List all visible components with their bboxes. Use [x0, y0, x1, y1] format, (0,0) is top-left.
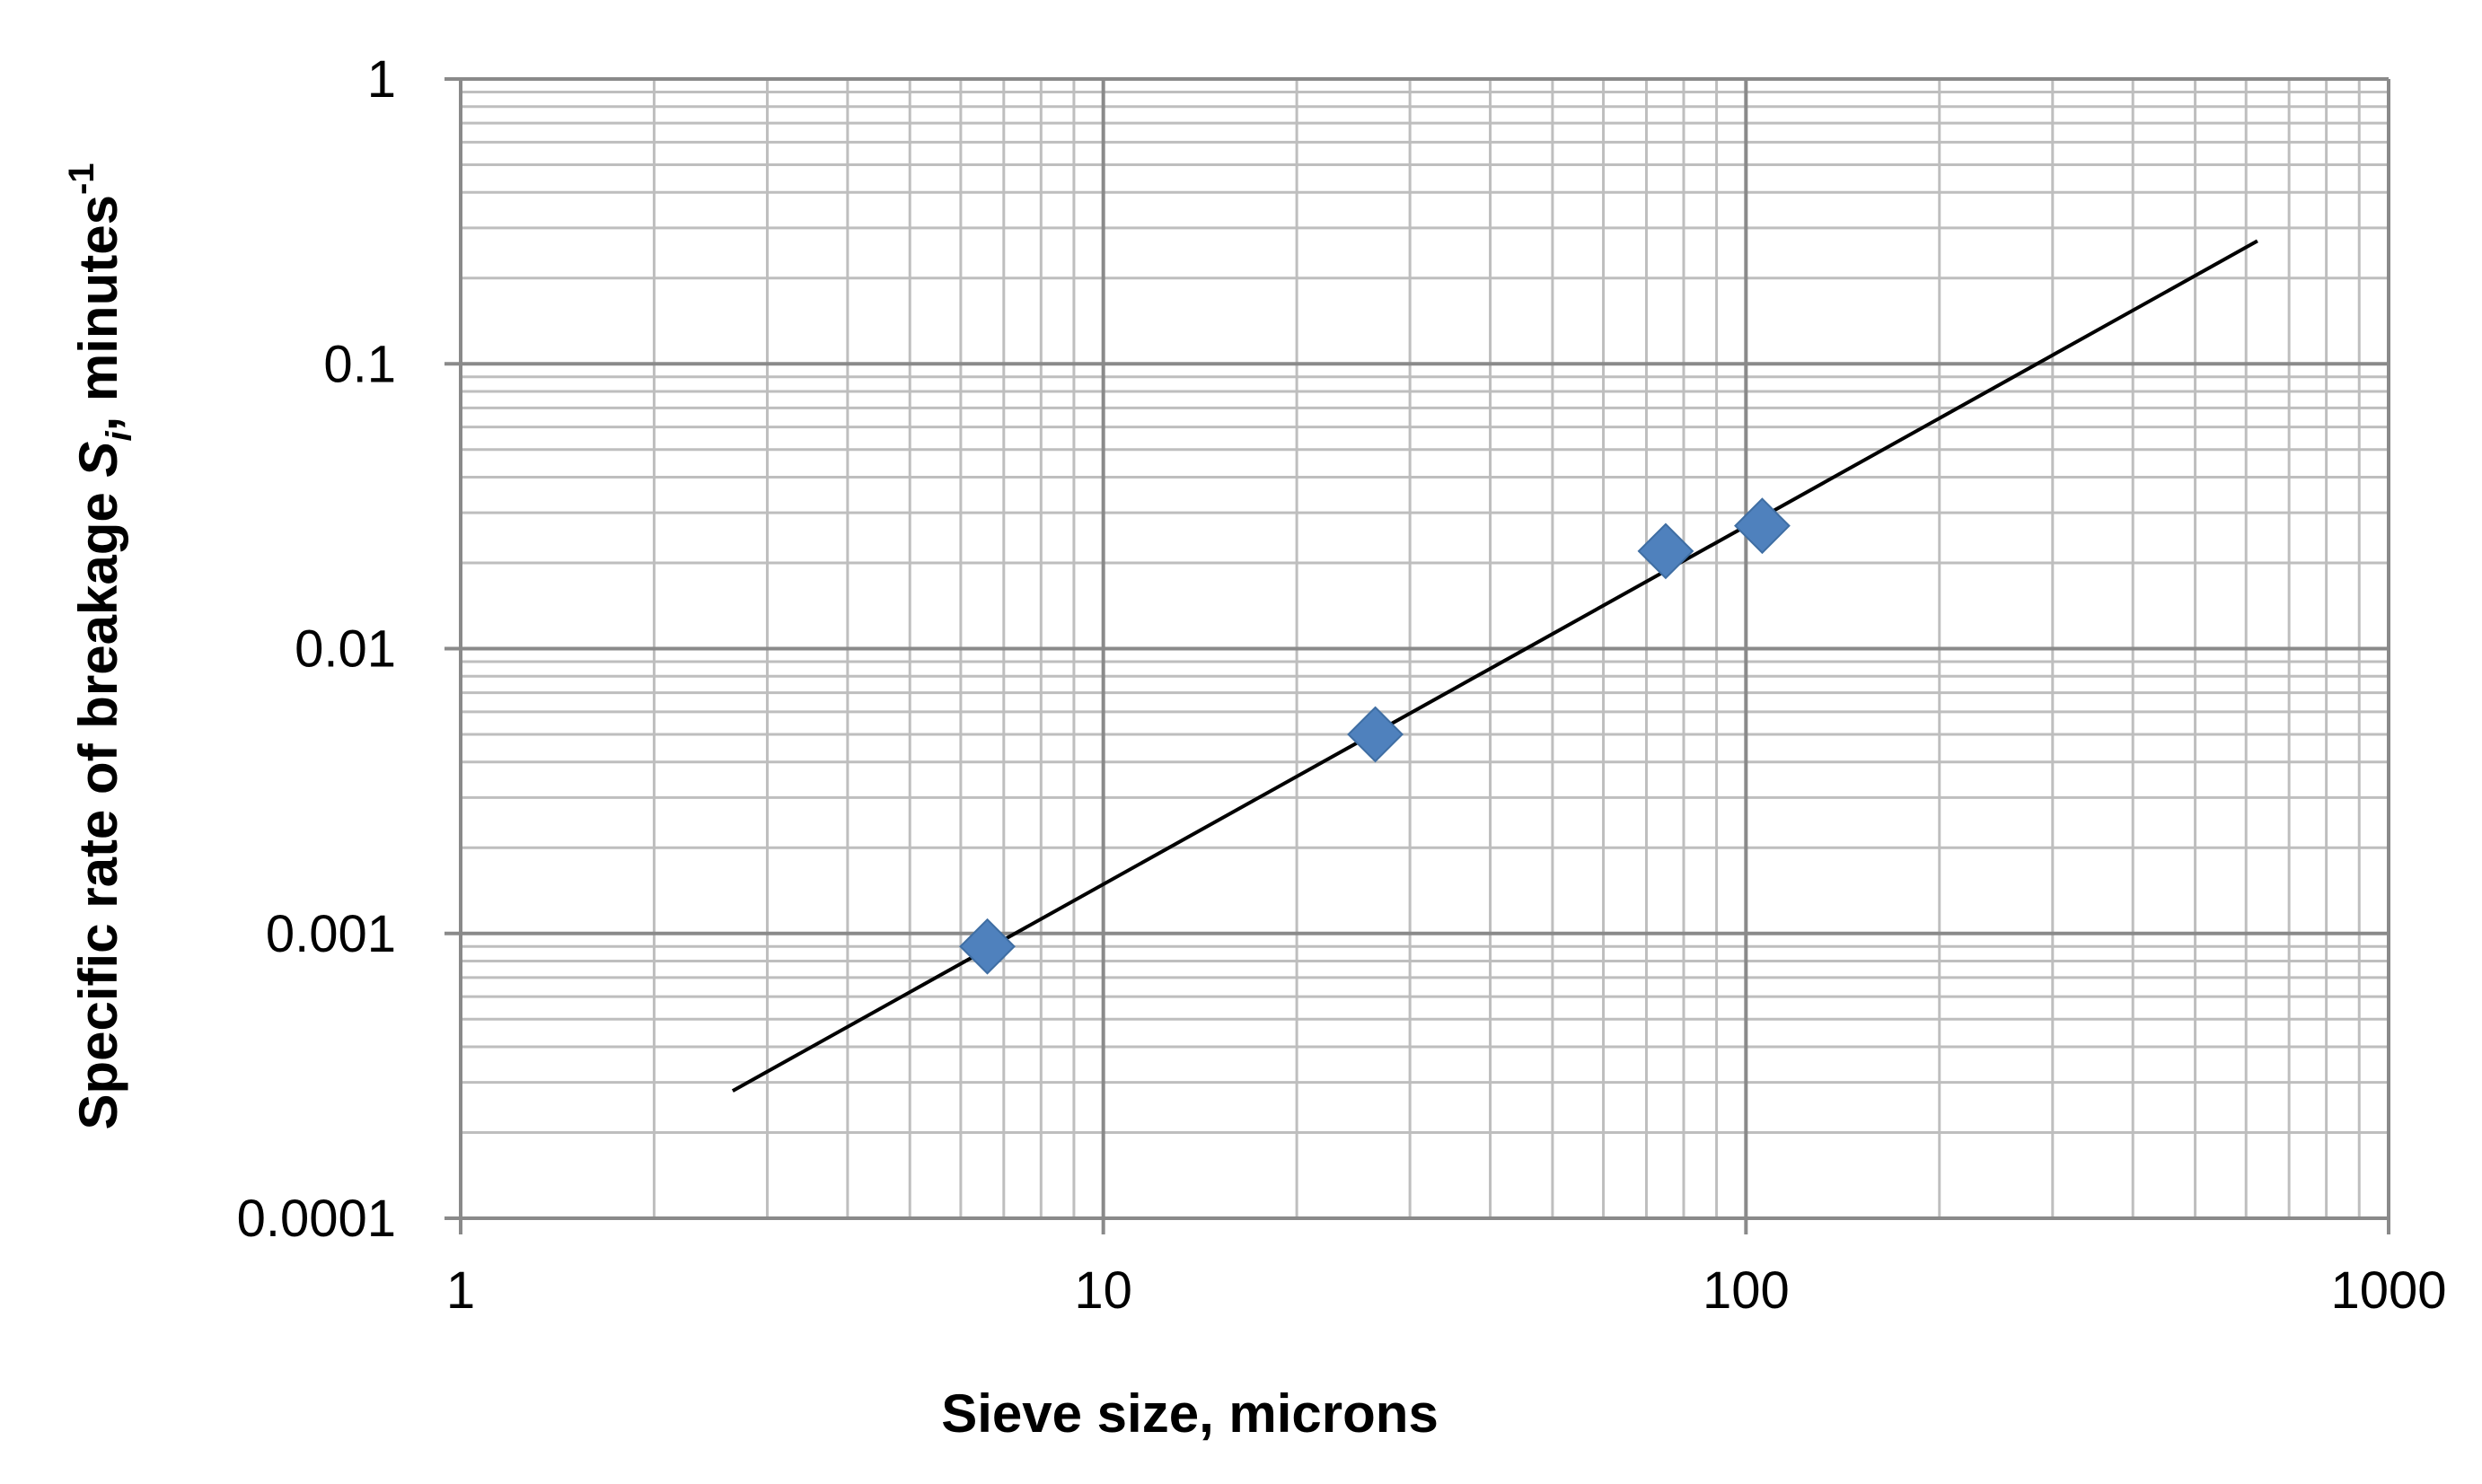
x-tick-label: 1: [446, 1261, 475, 1320]
x-tick-label: 100: [1703, 1261, 1790, 1320]
y-tick-label: 1: [367, 50, 396, 109]
x-tick-label: 1000: [2330, 1261, 2446, 1320]
x-tick-label: 10: [1074, 1261, 1132, 1320]
axes: [444, 77, 2390, 1234]
y-axis-title-main: Specific rate of breakage: [68, 478, 128, 1130]
y-tick-label: 0.01: [295, 620, 396, 679]
y-tick-label: 0.001: [266, 905, 396, 963]
y-tick-label: 0.1: [323, 335, 396, 393]
data-point: [1734, 497, 1791, 555]
data-points: [959, 497, 1791, 975]
y-axis-title-subscript: i: [100, 431, 139, 442]
data-point: [959, 918, 1016, 975]
y-axis-title-superscript: -1: [62, 162, 101, 195]
y-tick-label: 0.0001: [237, 1190, 396, 1248]
data-point: [1637, 522, 1694, 580]
data-point: [1347, 706, 1404, 763]
major-gridlines: [461, 77, 2390, 1218]
x-axis-title: Sieve size, microns: [941, 1383, 1439, 1444]
tick-labels: 1 10 100 1000 0.0001 0.001 0.01 0.1 1: [237, 50, 2447, 1320]
y-axis-title: Specific rate of breakage Si, minutes-1: [62, 162, 139, 1129]
y-axis-title-units: , minutes: [68, 195, 128, 431]
y-axis-title-symbol: S: [68, 442, 128, 478]
